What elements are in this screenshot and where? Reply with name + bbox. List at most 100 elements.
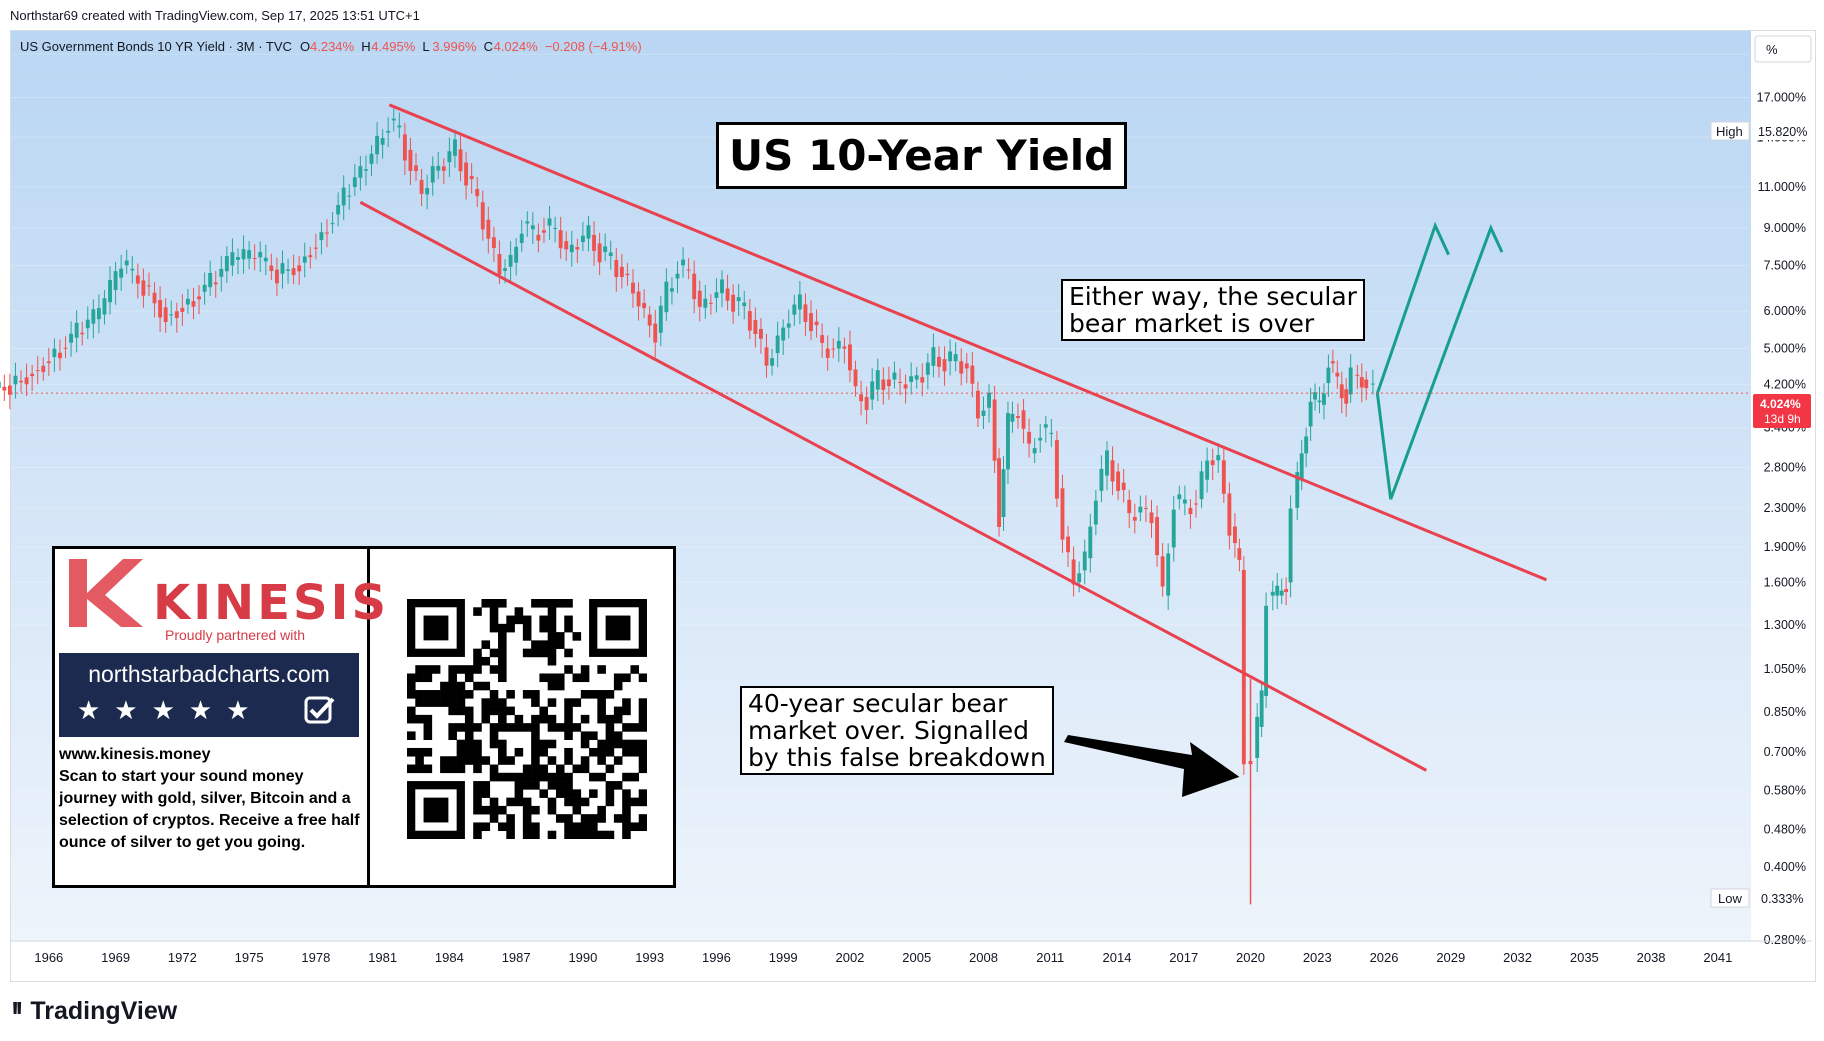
qr-module (522, 623, 532, 633)
unit-button[interactable]: % (1754, 35, 1812, 63)
candle-body (458, 149, 463, 172)
qr-module (539, 599, 548, 608)
candle-body (886, 379, 891, 387)
candle-body (13, 375, 18, 385)
candle-body (1330, 361, 1335, 364)
qr-module (572, 822, 582, 832)
candle-body (185, 298, 190, 305)
legend-low-label: L (422, 39, 429, 54)
qr-module (489, 690, 499, 699)
candle-body (547, 218, 552, 226)
qr-module (498, 623, 507, 633)
qr-module (597, 698, 606, 707)
qr-module (564, 822, 573, 832)
candle-body (770, 358, 775, 366)
qr-module (589, 747, 598, 757)
qr-module (605, 797, 615, 807)
candle-body (274, 269, 279, 284)
svg-text:4.024%: 4.024% (1760, 397, 1801, 411)
qr-module (539, 714, 548, 724)
qr-module (539, 640, 548, 649)
y-tick-label: 4.200% (1764, 377, 1806, 391)
qr-module (473, 830, 482, 839)
qr-module (489, 665, 499, 674)
qr-module (522, 690, 532, 699)
svg-text:15.820%: 15.820% (1758, 125, 1807, 139)
candle-body (74, 322, 79, 338)
candle-body (1216, 455, 1221, 461)
qr-module (572, 632, 582, 641)
qr-module (506, 830, 515, 839)
candle-body (1359, 377, 1364, 388)
qr-module (630, 747, 640, 757)
qr-module (622, 772, 631, 782)
time-axis: 1966 1969 1972 1975 1978 1981 1984 1987 1990 1993… (11, 940, 1812, 965)
candle-body (258, 251, 263, 258)
qr-module (539, 772, 548, 782)
qr-module (564, 756, 573, 765)
candle-body (197, 296, 201, 300)
qr-module (522, 723, 532, 732)
qr-module (564, 789, 573, 798)
qr-module (564, 814, 573, 823)
candle-body (358, 166, 363, 178)
qr-code[interactable] (407, 599, 647, 839)
qr-module (622, 814, 631, 823)
qr-module (638, 756, 647, 765)
y-tick-label: 11.000% (1758, 180, 1806, 194)
candle-body (820, 335, 825, 343)
qr-module (423, 731, 433, 740)
promo-url[interactable]: www.kinesis.money (59, 746, 211, 763)
candle-body (1049, 432, 1054, 434)
candle-body (1155, 517, 1160, 556)
candle-body (441, 166, 446, 171)
x-tick-label: 1966 (34, 950, 63, 965)
candle-body (1016, 416, 1020, 418)
qr-module (547, 640, 557, 649)
candle-body (108, 280, 112, 303)
tradingview-brand[interactable]: ꞋꞋ TradingView (12, 996, 177, 1027)
candle-body (909, 376, 914, 382)
qr-module (564, 698, 573, 707)
qr-module (448, 723, 457, 732)
qr-module (539, 615, 548, 625)
qr-module (605, 731, 615, 740)
qr-module (547, 830, 557, 839)
candle-body (1188, 507, 1193, 515)
qr-module (415, 665, 424, 674)
candle-body (558, 230, 563, 249)
qr-module (423, 723, 433, 732)
qr-module (531, 714, 540, 724)
qr-module (547, 714, 557, 724)
x-tick-label: 1969 (101, 950, 130, 965)
qr-module (547, 648, 557, 658)
qr-module (531, 723, 540, 732)
qr-module (522, 814, 532, 823)
qr-module (547, 781, 557, 790)
qr-module (506, 797, 515, 807)
check-badge-icon (304, 696, 335, 724)
y-tick-label: 0.580% (1764, 784, 1806, 798)
candle-body (1054, 440, 1059, 499)
qr-module (498, 665, 507, 674)
x-tick-label: 2017 (1169, 950, 1198, 965)
qr-module (489, 723, 499, 732)
site-banner[interactable]: northstarbadcharts.com ★★★★★ (59, 653, 359, 737)
candle-body (1284, 588, 1289, 593)
tradingview-logo-icon: ꞋꞋ (12, 996, 22, 1026)
kinesis-promo[interactable]: KINESIS Proudly partnered with northstar… (52, 546, 676, 888)
candle-body (564, 241, 569, 250)
qr-module (498, 822, 507, 832)
qr-module (638, 764, 647, 774)
legend-high-value: 4.495% (371, 39, 416, 54)
qr-module (630, 822, 640, 832)
qr-module (481, 599, 491, 608)
qr-module (547, 797, 557, 807)
qr-module (481, 805, 491, 815)
candle-body (898, 381, 902, 383)
qr-module (580, 764, 590, 774)
qr-module (456, 764, 466, 774)
qr-module (464, 673, 474, 683)
qr-module (613, 714, 623, 724)
candle-body (914, 375, 919, 380)
